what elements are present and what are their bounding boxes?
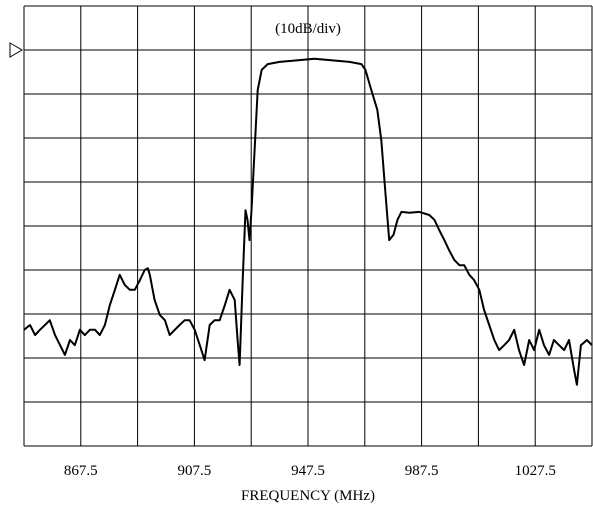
trace-line [23,57,593,386]
ref-marker [9,42,23,58]
x-axis-label: FREQUENCY (MHz) [241,488,375,504]
x-tick-label: 947.5 [291,463,325,479]
x-tick-label: 1027.5 [515,463,556,479]
x-tick-label: 867.5 [64,463,98,479]
x-tick-label: 987.5 [405,463,439,479]
x-tick-label: 907.5 [178,463,212,479]
